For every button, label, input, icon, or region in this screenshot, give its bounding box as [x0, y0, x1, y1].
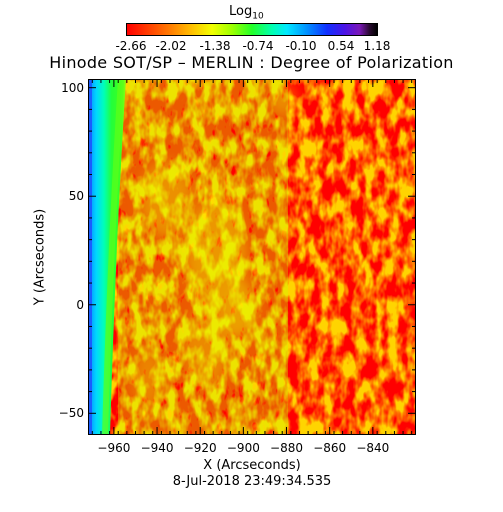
- speckle-layer-green: [118, 79, 288, 435]
- x-tick-label: −840: [356, 441, 390, 455]
- x-axis-label: X (Arcseconds): [203, 458, 301, 473]
- colorbar-title: Log10: [229, 4, 264, 22]
- limb-edge: [102, 79, 124, 435]
- x-tick-label: −940: [140, 441, 174, 455]
- colorbar-tick-label: -2.66: [115, 39, 147, 53]
- x-tick-label: −860: [313, 441, 347, 455]
- page-title: Hinode SOT/SP – MERLIN : Degree of Polar…: [49, 53, 454, 72]
- x-tick-label: −920: [183, 441, 217, 455]
- y-tick-label: 100: [61, 80, 84, 95]
- x-tick-label: −960: [97, 441, 131, 455]
- limb-outer-edge: [88, 79, 92, 435]
- y-tick-label: 0: [76, 297, 84, 312]
- colorbar-title-text: Log: [229, 4, 253, 19]
- colorbar-tick-label: -2.02: [155, 39, 187, 53]
- colorbar: [126, 23, 378, 36]
- observation-timestamp: 8-Jul-2018 23:49:34.535: [172, 474, 332, 489]
- polarization-map: [88, 79, 416, 435]
- colorbar-tick-label: 0.54: [327, 39, 355, 53]
- x-tick-label: −880: [270, 441, 303, 455]
- y-tick-label: −50: [58, 406, 84, 421]
- x-tick-label: −900: [226, 441, 260, 455]
- colorbar-tick-label: 1.18: [363, 39, 391, 53]
- colorbar-tick-label: -0.10: [285, 39, 317, 53]
- polarization-map-image: [88, 79, 416, 435]
- y-axis-label: Y (Arcseconds): [32, 208, 48, 306]
- colorbar-tick-label: -1.38: [199, 39, 231, 53]
- colorbar-title-subscript: 10: [252, 11, 264, 22]
- colorbar-tick-label: -0.74: [242, 39, 274, 53]
- y-tick-label: 50: [68, 189, 84, 204]
